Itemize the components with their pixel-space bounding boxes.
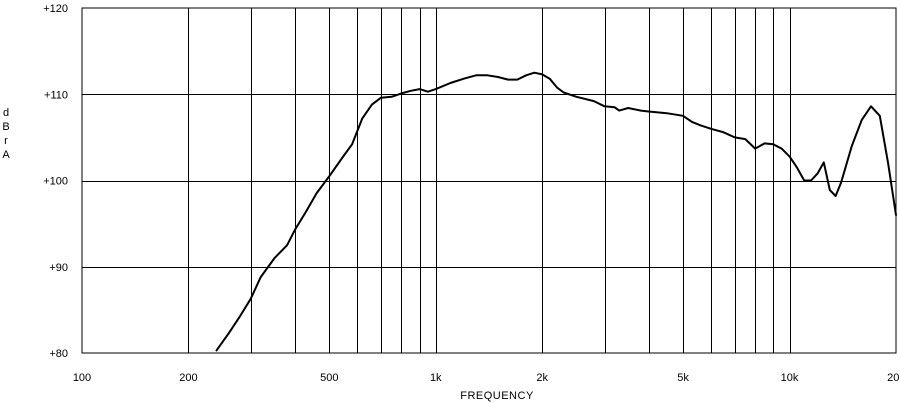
x-tick-label: 10k <box>781 372 799 384</box>
x-tick-label: 200 <box>179 372 197 384</box>
x-tick-label: 100 <box>73 372 91 384</box>
y-tick-labels: +80 +90 +100 +110 +120 <box>43 3 68 360</box>
x-axis-label: FREQUENCY <box>460 390 534 402</box>
plot-frame <box>81 7 897 354</box>
x-tick-label: 1k <box>430 372 442 384</box>
response-curve <box>215 71 897 352</box>
y-tick-label: +100 <box>43 176 68 188</box>
x-tick-label: 2k <box>536 372 548 384</box>
x-tick-labels: 100 200 500 1k 2k 5k 10k 20k <box>73 372 900 384</box>
y-tick-label: +110 <box>44 89 68 101</box>
y-axis-label-char: d <box>3 107 9 119</box>
y-tick-label: +80 <box>49 348 68 360</box>
x-tick-label: 5k <box>677 372 689 384</box>
x-tick-label: 500 <box>320 372 338 384</box>
x-tick-label: 20k <box>887 372 900 384</box>
y-axis-label-char: r <box>4 135 8 147</box>
y-axis-label-char: A <box>2 149 10 161</box>
y-axis-label-char: B <box>2 121 9 133</box>
y-tick-label: +90 <box>49 262 68 274</box>
grid-layer <box>82 8 896 353</box>
y-tick-label: +120 <box>43 3 68 15</box>
